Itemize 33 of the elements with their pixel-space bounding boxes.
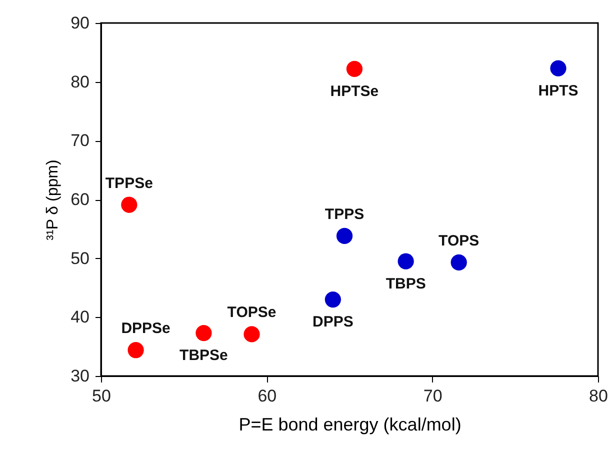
x-axis-title: P=E bond energy (kcal/mol) xyxy=(238,414,462,434)
annotation: TBPSe xyxy=(180,347,228,364)
annotation: TOPSe xyxy=(227,304,276,322)
x-tick-label: 70 xyxy=(423,386,442,406)
annotation: DPPSe xyxy=(121,320,170,338)
annotation: HPTS xyxy=(538,82,578,100)
point xyxy=(121,196,138,213)
annotation: DPPS xyxy=(312,314,354,331)
annotation: TPPS xyxy=(324,206,364,223)
point xyxy=(450,254,467,270)
x-tick-label: 80 xyxy=(589,386,608,406)
y-tick-label: 80 xyxy=(70,72,90,92)
annotation: HPTSe xyxy=(330,82,379,100)
y-tick-label: 90 xyxy=(70,14,90,32)
annotation: TPPSe xyxy=(105,174,153,192)
point xyxy=(398,253,414,270)
point xyxy=(324,291,341,308)
y-tick-label: 60 xyxy=(70,190,90,209)
x-tick-label: 60 xyxy=(258,386,277,406)
y-tick-label: 70 xyxy=(70,131,90,150)
y-tick-label: 30 xyxy=(70,366,90,386)
point xyxy=(550,60,566,76)
y-tick-label: 40 xyxy=(70,308,90,327)
point xyxy=(196,325,212,342)
point xyxy=(336,228,353,244)
annotation: TOPS xyxy=(438,232,480,250)
y-axis-title: ³¹P δ (ppm) xyxy=(44,160,62,240)
x-tick-label: 50 xyxy=(92,386,111,406)
point xyxy=(244,326,260,342)
point xyxy=(128,342,144,358)
point xyxy=(346,60,363,77)
annotation: TBPS xyxy=(386,275,426,292)
y-tick-label: 50 xyxy=(70,248,90,268)
